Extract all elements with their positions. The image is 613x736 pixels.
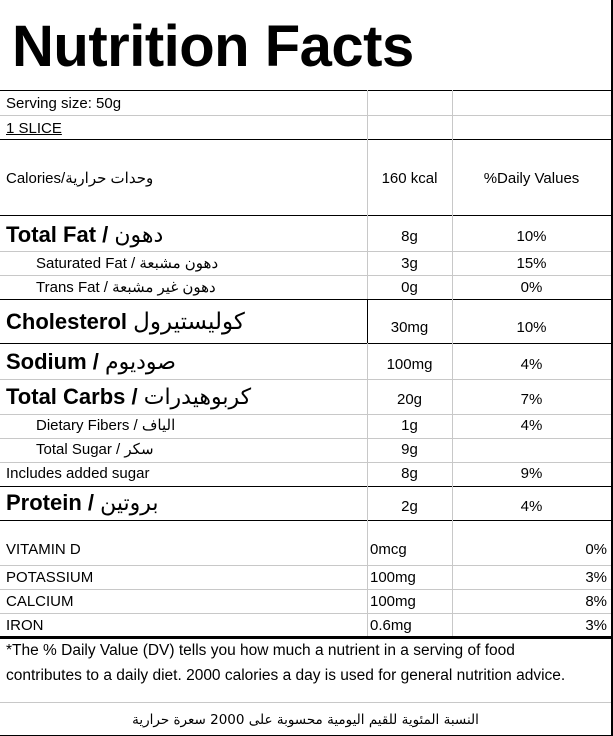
column-line: [367, 215, 368, 299]
column-line: [367, 90, 368, 215]
nutrient-label: Total Fat / دهون: [6, 222, 164, 248]
divider: [0, 462, 611, 463]
vitamin-label: VITAMIN D: [6, 541, 81, 558]
nutrient-label: Total Sugar / سكر: [36, 441, 154, 458]
nutrient-label: Includes added sugar: [6, 465, 150, 482]
nutrient-amount: 1g: [401, 417, 418, 434]
nutrient-amount: 8g: [401, 228, 418, 245]
divider: [0, 115, 611, 116]
nutrient-label: Cholesterol كوليستيرول: [6, 309, 245, 335]
nutrient-dv: 15%: [516, 255, 547, 272]
nutrient-amount: 2g: [401, 498, 418, 515]
nutrient-label: Total Carbs / كربوهيدرات: [6, 384, 252, 410]
nutrient-amount: 30mg: [390, 319, 429, 336]
nutrient-amount: 100mg: [386, 356, 433, 373]
nutrient-amount: 8g: [401, 465, 418, 482]
column-line: [452, 299, 453, 343]
divider: [0, 565, 611, 566]
vitamin-label: POTASSIUM: [6, 569, 94, 586]
divider: [0, 520, 611, 521]
column-line: [452, 90, 453, 215]
nutrient-dv: 4%: [520, 498, 543, 515]
divider: [0, 486, 611, 487]
vitamin-amount: 100mg: [370, 593, 416, 610]
divider: [0, 251, 611, 252]
divider: [0, 275, 611, 276]
column-line: [367, 299, 368, 343]
column-line: [367, 520, 368, 636]
nutrient-amount: 3g: [401, 255, 418, 272]
vitamin-amount: 0mcg: [370, 541, 407, 558]
calories-label: Calories/وحدات حرارية: [6, 170, 154, 187]
divider: [0, 299, 611, 300]
daily-values-header: %Daily Values: [483, 170, 580, 187]
nutrient-dv: 9%: [520, 465, 543, 482]
serving-unit: 1 SLICE: [6, 120, 62, 137]
divider: [0, 636, 611, 639]
nutrient-label: Protein / بروتين: [6, 490, 159, 516]
divider: [0, 414, 611, 415]
footnote-line: contributes to a daily diet. 2000 calori…: [6, 667, 566, 684]
divider: [0, 215, 611, 216]
nutrient-dv: 10%: [516, 228, 547, 245]
column-line: [452, 520, 453, 636]
divider: [0, 343, 611, 344]
divider: [0, 589, 611, 590]
divider: [0, 90, 611, 91]
serving-size: Serving size: 50g: [6, 95, 122, 112]
vitamin-label: CALCIUM: [6, 593, 74, 610]
nutrient-label: Sodium / صوديوم: [6, 349, 176, 375]
vitamin-dv: 3%: [585, 617, 607, 634]
vitamin-dv: 3%: [585, 569, 607, 586]
divider: [0, 702, 611, 703]
divider: [0, 139, 611, 140]
nutrient-label: Dietary Fibers / الياف: [36, 417, 176, 434]
nutrient-amount: 20g: [396, 391, 423, 408]
divider: [0, 613, 611, 614]
vitamin-amount: 0.6mg: [370, 617, 412, 634]
page-title: Nutrition Facts: [12, 14, 414, 79]
column-line: [367, 343, 368, 520]
vitamin-label: IRON: [6, 617, 44, 634]
vitamin-dv: 0%: [585, 541, 607, 558]
nutrient-label: Trans Fat / دهون غير مشبعة: [36, 279, 216, 296]
calories-value: 160 kcal: [381, 170, 438, 187]
nutrient-dv: 4%: [520, 417, 543, 434]
nutrient-dv: 10%: [516, 319, 547, 336]
divider: [0, 379, 611, 380]
vitamin-amount: 100mg: [370, 569, 416, 586]
nutrient-dv: 4%: [520, 356, 543, 373]
nutrient-amount: 9g: [401, 441, 418, 458]
vitamin-dv: 8%: [585, 593, 607, 610]
nutrient-label: Saturated Fat / دهون مشبعة: [36, 255, 219, 272]
divider: [0, 438, 611, 439]
nutrient-dv: 0%: [520, 279, 543, 296]
nutrient-amount: 0g: [401, 279, 418, 296]
column-line: [452, 215, 453, 299]
column-line: [452, 343, 453, 520]
footnote-arabic: النسبة المئوية للقيم اليومية محسوبة على …: [132, 712, 479, 728]
nutrient-dv: 7%: [520, 391, 543, 408]
footnote-line: *The % Daily Value (DV) tells you how mu…: [6, 642, 515, 659]
